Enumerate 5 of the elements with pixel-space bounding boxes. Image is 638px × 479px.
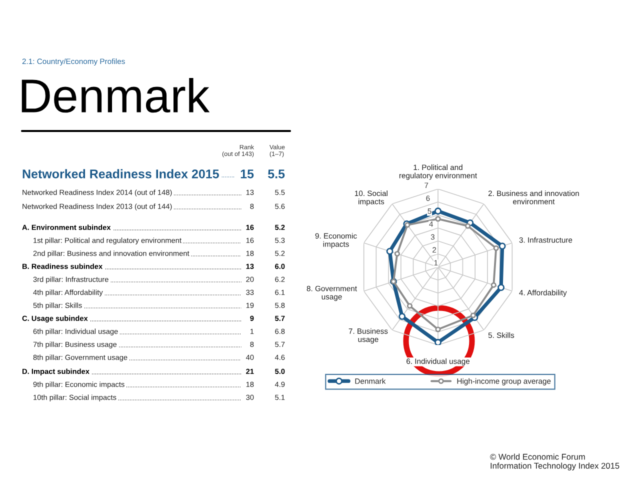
- text: Networked Readiness Index 2015: [22, 169, 219, 178]
- text: 15: [240, 170, 254, 178]
- text: © World Economic Forum Information Technology Index 2015: [490, 454, 620, 470]
- text: 5.5: [268, 170, 285, 178]
- chart-title: Denmark: [22, 78, 210, 113]
